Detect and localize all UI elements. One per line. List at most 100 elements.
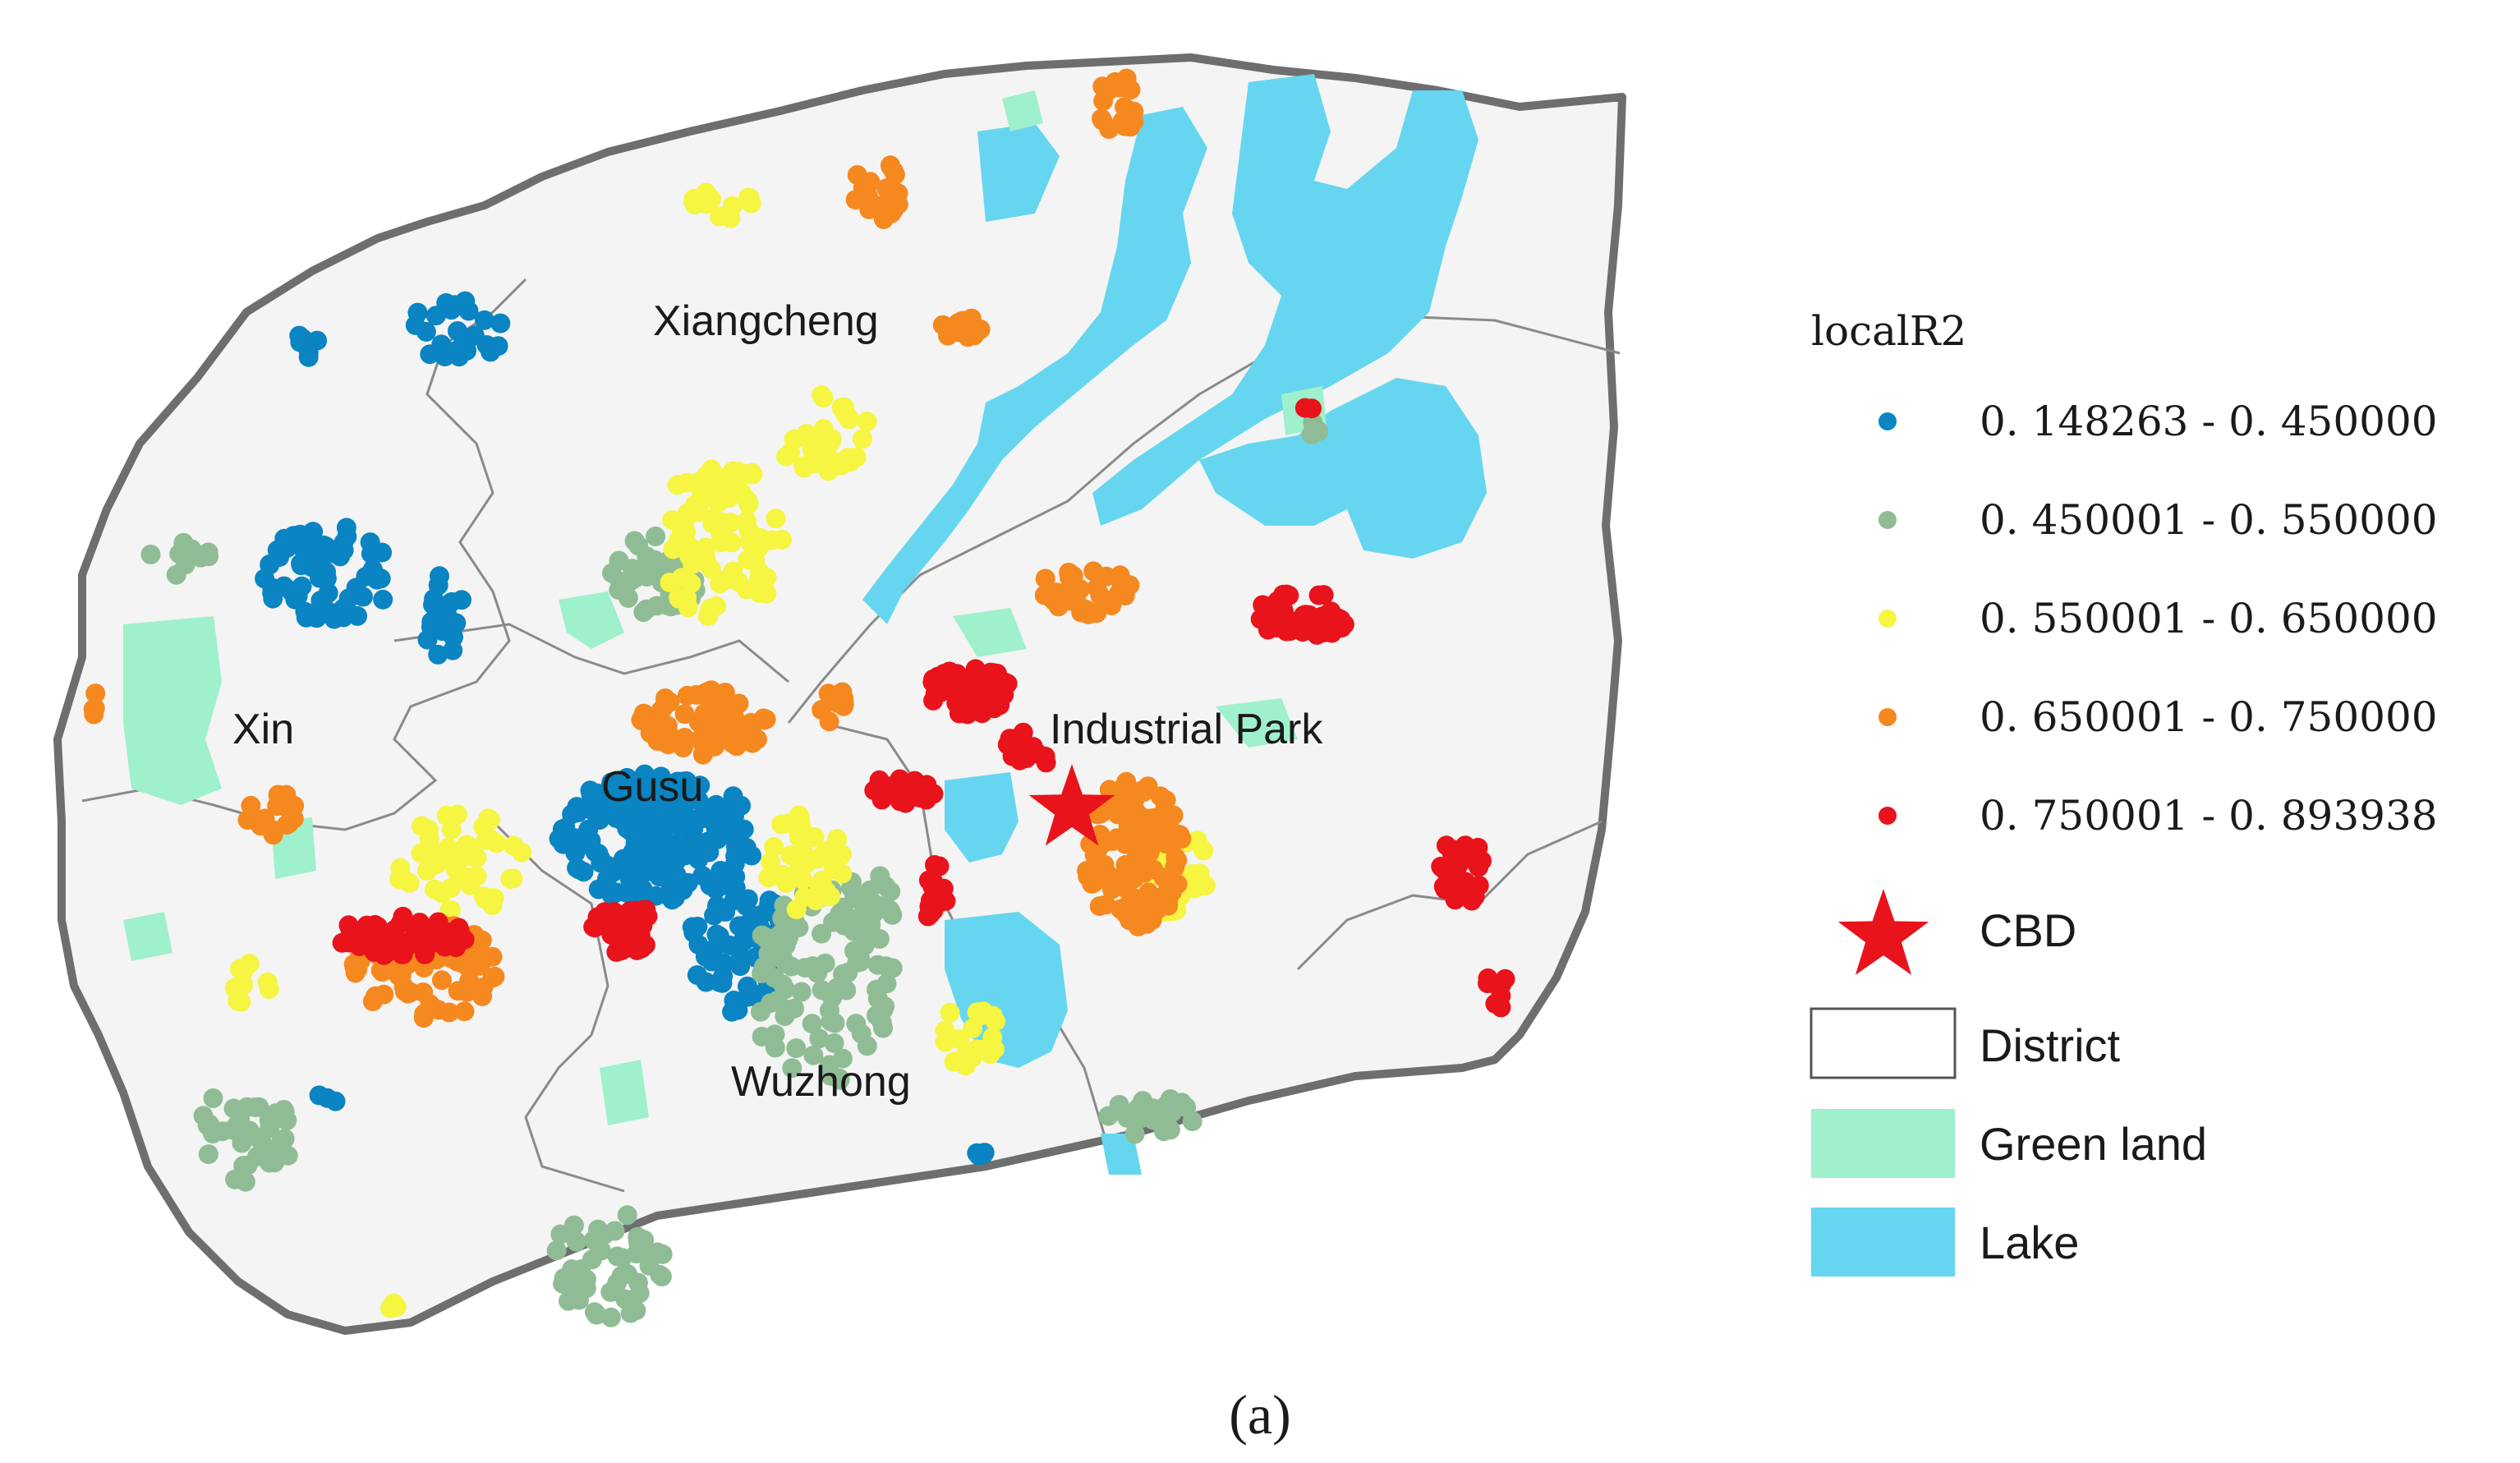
sample-point (390, 858, 411, 878)
sample-point (802, 1014, 822, 1034)
sample-point (710, 468, 731, 489)
sample-point (245, 1097, 265, 1117)
sample-point (765, 1037, 785, 1058)
sample-point (756, 929, 777, 950)
sample-point (1109, 583, 1129, 604)
sample-point (738, 187, 758, 208)
sample-point (290, 332, 310, 352)
sample-point (870, 866, 890, 886)
sample-point (203, 1088, 223, 1108)
sample-point (317, 600, 338, 621)
sample-point (307, 330, 328, 351)
sample-point (1491, 997, 1511, 1018)
legend-lake-label: Lake (1980, 1217, 2079, 1268)
sample-point (702, 513, 723, 534)
sample-point (230, 959, 251, 979)
sample-point (635, 798, 655, 818)
sample-point (253, 811, 274, 831)
sample-point (1294, 398, 1315, 418)
sample-point (584, 1302, 605, 1323)
sample-point (613, 811, 633, 831)
sample-point (844, 921, 864, 941)
sample-point (749, 583, 770, 603)
sample-point (789, 860, 809, 880)
sample-point (761, 852, 780, 872)
sample-point (632, 938, 652, 959)
sample-point (1253, 595, 1273, 615)
legend: localR2 0. 148263 - 0. 450000 0. 450001 … (1810, 307, 2438, 1277)
sample-point (419, 935, 439, 955)
sample-point (1120, 815, 1141, 835)
sample-point (867, 955, 888, 975)
sample-point (1134, 782, 1154, 803)
legend-green-land-label: Green land (1980, 1118, 2207, 1170)
sample-point (823, 691, 844, 711)
sample-point (284, 795, 305, 816)
sample-point (420, 344, 440, 365)
sample-point (401, 982, 421, 1002)
sample-point (637, 546, 657, 567)
sample-point (867, 1005, 887, 1026)
sample-point (624, 531, 645, 551)
sample-point (718, 531, 738, 552)
lake-layer (862, 74, 1487, 1175)
sample-point (637, 567, 657, 587)
sample-point (881, 156, 901, 177)
sample-point (481, 810, 501, 830)
sample-point (881, 776, 901, 797)
sample-point (279, 813, 299, 834)
sample-point (1435, 879, 1455, 899)
sample-point (1495, 968, 1515, 989)
sample-point (728, 991, 748, 1012)
sample-point (588, 844, 609, 864)
label-wuzhong: Wuzhong (731, 1058, 911, 1106)
sample-point (819, 711, 839, 732)
sample-point (607, 774, 628, 794)
sample-point (418, 819, 439, 840)
sample-point (754, 710, 775, 730)
sample-point (490, 313, 511, 334)
sample-point (765, 968, 785, 988)
sample-point (685, 495, 705, 515)
sample-point (447, 804, 467, 825)
sample-point (1279, 585, 1299, 605)
sample-point (197, 1116, 218, 1135)
sample-point (1087, 603, 1106, 623)
sample-point (512, 842, 532, 863)
sample-point (752, 1027, 772, 1047)
sample-point (709, 926, 729, 946)
sample-point (676, 522, 697, 542)
sample-point (1002, 746, 1023, 766)
sample-point (701, 559, 721, 579)
sample-point (850, 952, 871, 973)
sample-point (503, 868, 523, 889)
sample-point (1093, 90, 1114, 111)
legend-class-2-label: 0. 450001 - 0. 550000 (1980, 496, 2438, 544)
sample-point (694, 804, 714, 825)
sample-point (784, 998, 804, 1019)
sample-point (612, 1248, 632, 1268)
sample-point (677, 685, 697, 706)
sample-point (710, 206, 729, 227)
sample-point (549, 829, 569, 849)
sample-point (729, 722, 749, 743)
sample-point (626, 1300, 646, 1321)
sample-point (608, 917, 628, 937)
sample-point (607, 1272, 628, 1293)
sample-point (646, 527, 666, 546)
sample-point (405, 923, 425, 944)
sample-point (416, 321, 436, 342)
sample-point (430, 566, 449, 587)
sample-point (724, 806, 744, 826)
sample-point (1083, 561, 1104, 582)
sample-point (384, 920, 405, 940)
sample-point (791, 982, 812, 1002)
sample-point (636, 599, 656, 619)
sample-point (984, 1039, 1005, 1060)
sample-point (316, 568, 337, 589)
legend-green-land-swatch (1811, 1109, 1955, 1178)
sample-point (1162, 875, 1183, 895)
cbd-star-marker (1028, 764, 1115, 846)
sample-point (1120, 117, 1141, 137)
sample-point (1465, 852, 1486, 872)
